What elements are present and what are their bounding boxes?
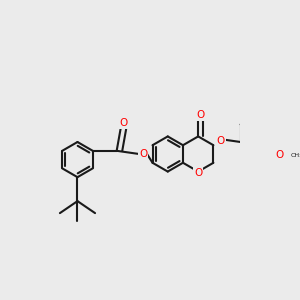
Text: O: O: [194, 168, 202, 178]
Text: O: O: [276, 150, 284, 160]
Text: O: O: [119, 118, 127, 128]
Text: CH₃: CH₃: [291, 153, 300, 158]
Text: O: O: [217, 136, 225, 146]
Text: O: O: [139, 149, 147, 159]
Text: O: O: [196, 110, 205, 120]
